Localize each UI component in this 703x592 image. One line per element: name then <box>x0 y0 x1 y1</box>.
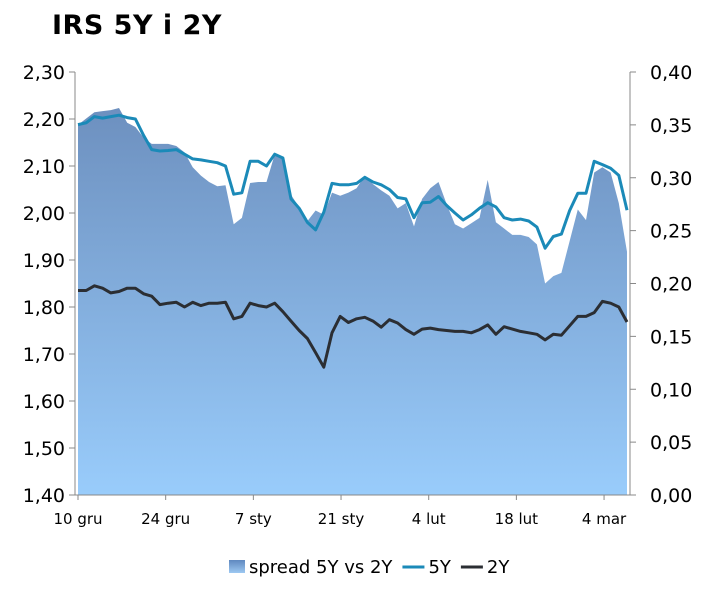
left-tick-label: 1,60 <box>23 391 65 413</box>
left-tick-label: 2,10 <box>23 156 65 178</box>
right-tick-label: 0,35 <box>650 115 692 137</box>
legend-label: spread 5Y vs 2Y <box>249 557 393 578</box>
series-line-2y <box>78 284 629 369</box>
x-tick-label: 10 gru <box>53 510 102 528</box>
x-tick-label: 4 lut <box>412 510 446 528</box>
right-tick-label: 0,25 <box>650 221 692 243</box>
left-tick-label: 2,00 <box>23 203 65 225</box>
right-tick-label: 0,15 <box>650 326 692 348</box>
right-tick-label: 0,05 <box>650 432 692 454</box>
legend-label: 2Y <box>487 557 510 578</box>
right-tick-label: 0,40 <box>650 62 692 84</box>
series-line-5y <box>77 113 629 250</box>
legend: spread 5Y vs 2Y 5Y 2Y <box>229 557 510 578</box>
legend-swatch-spread <box>229 560 245 573</box>
x-tick-label: 18 lut <box>495 510 539 528</box>
right-tick-label: 0,20 <box>650 274 692 296</box>
axes: 1,40 1,50 1,60 1,70 1,80 1,90 2,00 2,10 2,20 2,30… <box>23 62 693 528</box>
left-tick-label: 2,20 <box>23 109 65 131</box>
left-tick-label: 1,80 <box>23 297 65 319</box>
right-tick-label: 0,30 <box>650 168 692 190</box>
x-tick-label: 7 sty <box>235 510 272 528</box>
right-tick-label: 0,10 <box>650 379 692 401</box>
left-tick-label: 1,70 <box>23 344 65 366</box>
left-tick-label: 1,50 <box>23 438 65 460</box>
x-tick-label: 4 mar <box>582 510 627 528</box>
chart-title: IRS 5Y i 2Y <box>52 10 222 41</box>
right-tick-label: 0,00 <box>650 485 692 507</box>
legend-label: 5Y <box>428 557 451 578</box>
left-tick-label: 1,40 <box>23 485 65 507</box>
x-tick-label: 21 sty <box>318 510 365 528</box>
left-tick-label: 2,30 <box>23 62 65 84</box>
left-tick-label: 1,90 <box>23 250 65 272</box>
spread-area <box>78 108 627 495</box>
plot-area <box>77 108 629 495</box>
x-tick-label: 24 gru <box>141 510 190 528</box>
